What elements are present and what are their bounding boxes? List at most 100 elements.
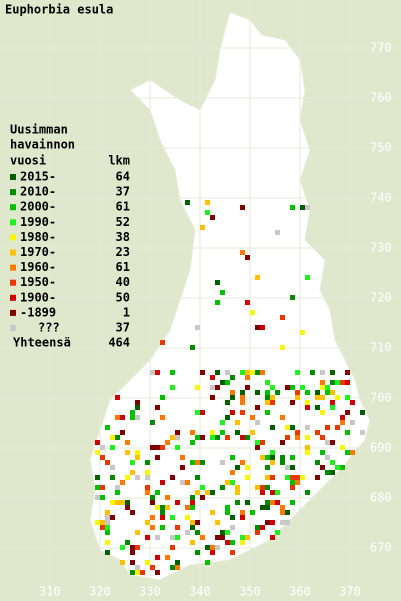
observation-square xyxy=(130,470,135,475)
observation-square xyxy=(120,430,125,435)
observation-square xyxy=(245,435,250,440)
legend-count: 38 xyxy=(116,230,130,244)
observation-square xyxy=(330,370,335,375)
observation-square xyxy=(345,380,350,385)
observation-square xyxy=(240,515,245,520)
observation-square xyxy=(305,450,310,455)
observation-square xyxy=(230,390,235,395)
observation-square xyxy=(275,500,280,505)
observation-square xyxy=(245,500,250,505)
observation-square xyxy=(305,435,310,440)
observation-square xyxy=(215,370,220,375)
observation-square xyxy=(110,475,115,480)
observation-square xyxy=(230,470,235,475)
observation-square xyxy=(130,410,135,415)
observation-square xyxy=(130,545,135,550)
observation-square xyxy=(325,425,330,430)
observation-square xyxy=(225,505,230,510)
legend-label: 1970- xyxy=(20,245,56,259)
legend-swatch xyxy=(10,279,16,286)
observation-square xyxy=(175,430,180,435)
observation-square xyxy=(135,400,140,405)
observation-square xyxy=(125,450,130,455)
legend-label: 1950- xyxy=(20,275,56,289)
observation-square xyxy=(110,465,115,470)
observation-square xyxy=(220,485,225,490)
observation-square xyxy=(225,530,230,535)
observation-square xyxy=(220,290,225,295)
observation-square xyxy=(250,310,255,315)
observation-square xyxy=(325,440,330,445)
observation-square xyxy=(155,445,160,450)
observation-square xyxy=(325,385,330,390)
observation-square xyxy=(245,385,250,390)
observation-square xyxy=(205,560,210,565)
observation-square xyxy=(330,470,335,475)
observation-square xyxy=(210,510,215,515)
observation-square xyxy=(260,505,265,510)
observation-square xyxy=(305,275,310,280)
observation-square xyxy=(230,455,235,460)
observation-square xyxy=(195,325,200,330)
observation-square xyxy=(350,450,355,455)
observation-square xyxy=(295,480,300,485)
observation-square xyxy=(255,530,260,535)
observation-square xyxy=(265,475,270,480)
observation-square xyxy=(215,385,220,390)
observation-square xyxy=(240,370,245,375)
observation-square xyxy=(240,395,245,400)
observation-square xyxy=(115,395,120,400)
observation-square xyxy=(185,515,190,520)
observation-square xyxy=(260,370,265,375)
observation-square xyxy=(240,535,245,540)
observation-square xyxy=(205,545,210,550)
legend-label: -1899 xyxy=(20,305,56,319)
observation-square xyxy=(345,450,350,455)
legend-heading: havainnon xyxy=(10,138,75,152)
observation-square xyxy=(230,525,235,530)
observation-square xyxy=(265,465,270,470)
observation-square xyxy=(160,340,165,345)
observation-square xyxy=(110,445,115,450)
north-label: 740 xyxy=(370,191,392,205)
observation-square xyxy=(105,525,110,530)
observation-square xyxy=(360,430,365,435)
legend-swatch xyxy=(10,204,16,211)
observation-square xyxy=(250,370,255,375)
legend-year-header: vuosi xyxy=(10,154,46,168)
observation-square xyxy=(135,415,140,420)
observation-square xyxy=(165,555,170,560)
observation-square xyxy=(200,485,205,490)
observation-square xyxy=(315,460,320,465)
observation-square xyxy=(280,510,285,515)
observation-square xyxy=(185,505,190,510)
observation-square xyxy=(290,295,295,300)
observation-square xyxy=(120,415,125,420)
observation-square xyxy=(305,400,310,405)
observation-square xyxy=(195,550,200,555)
observation-square xyxy=(165,505,170,510)
observation-square xyxy=(105,510,110,515)
observation-square xyxy=(175,535,180,540)
observation-square xyxy=(160,515,165,520)
observation-square xyxy=(255,485,260,490)
observation-square xyxy=(200,370,205,375)
legend-swatch xyxy=(10,294,16,301)
east-label: 350 xyxy=(239,585,261,599)
observation-square xyxy=(250,415,255,420)
observation-square xyxy=(175,445,180,450)
observation-square xyxy=(190,520,195,525)
observation-square xyxy=(250,510,255,515)
legend-swatch xyxy=(10,249,16,256)
observation-square xyxy=(300,475,305,480)
observation-square xyxy=(335,380,340,385)
east-label: 320 xyxy=(89,585,111,599)
observation-square xyxy=(240,460,245,465)
observation-square xyxy=(120,480,125,485)
observation-square xyxy=(195,530,200,535)
observation-square xyxy=(305,425,310,430)
observation-square xyxy=(100,520,105,525)
legend-count: 23 xyxy=(116,245,130,259)
